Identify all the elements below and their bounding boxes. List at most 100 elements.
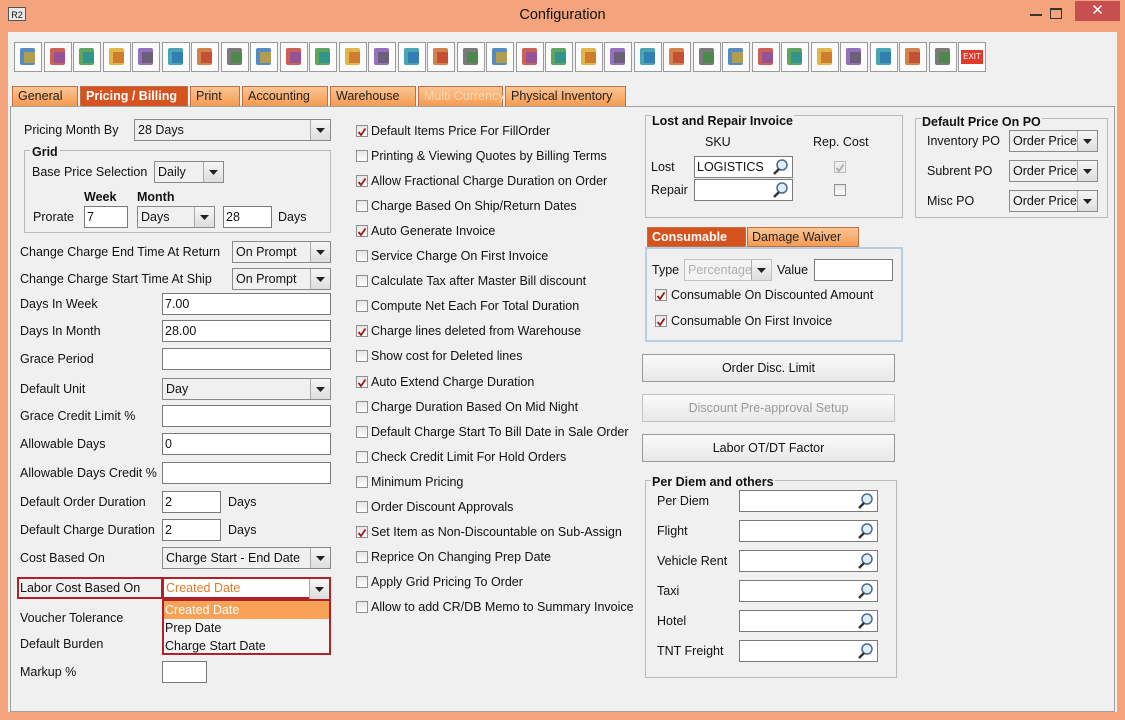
select[interactable]: Days (137, 206, 215, 228)
select[interactable]: On Prompt (232, 268, 331, 290)
toolbar-button[interactable] (397, 42, 426, 72)
search-icon[interactable] (857, 642, 875, 660)
checkbox[interactable] (356, 475, 368, 488)
select[interactable]: On Prompt (232, 241, 331, 263)
search-icon[interactable] (857, 582, 875, 600)
toolbar-button[interactable] (191, 42, 219, 72)
text-input[interactable]: 7.00 (162, 293, 331, 315)
toolbar-button[interactable] (14, 42, 42, 72)
text-input[interactable] (162, 348, 331, 370)
dropdown-option[interactable]: Charge Start Date (165, 639, 266, 653)
text-input[interactable] (739, 520, 878, 542)
search-icon[interactable] (857, 522, 875, 540)
toolbar-button[interactable] (309, 42, 337, 72)
checkbox[interactable] (356, 125, 368, 137)
select[interactable]: 28 Days (134, 119, 331, 141)
dropdown[interactable]: Created Date (162, 577, 331, 599)
toolbar-button[interactable] (899, 42, 927, 72)
select[interactable]: Day (162, 378, 331, 400)
tab[interactable]: Accounting (242, 86, 328, 106)
text-input[interactable]: 2 (162, 519, 221, 541)
text-input[interactable]: 28 (223, 206, 272, 228)
text-input[interactable]: 7 (84, 206, 128, 228)
select[interactable]: Charge Start - End Date (162, 547, 331, 569)
checkbox[interactable] (356, 175, 368, 188)
checkbox[interactable] (834, 184, 846, 196)
search-icon[interactable] (772, 158, 790, 176)
tab[interactable]: Physical Inventory (505, 86, 626, 106)
toolbar-button[interactable] (427, 42, 455, 72)
maximize-button[interactable] (1050, 8, 1062, 19)
checkbox[interactable] (356, 375, 368, 388)
checkbox[interactable] (356, 450, 368, 463)
checkbox[interactable] (356, 425, 368, 438)
toolbar-button[interactable] (456, 42, 485, 72)
tab[interactable]: General (12, 86, 78, 106)
checkbox[interactable] (356, 575, 368, 588)
toolbar-button[interactable] (810, 42, 839, 72)
toolbar-button[interactable] (840, 42, 868, 72)
toolbar-button[interactable] (692, 42, 721, 72)
toolbar-button[interactable] (722, 42, 750, 72)
toolbar-button[interactable] (161, 42, 190, 72)
text-input[interactable] (814, 259, 893, 281)
tab[interactable]: Damage Waiver (747, 227, 859, 247)
toolbar-button[interactable] (338, 42, 367, 72)
dropdown-option[interactable]: Created Date (164, 601, 329, 619)
checkbox[interactable] (356, 500, 368, 513)
toolbar-button[interactable] (633, 42, 662, 72)
text-input[interactable]: 28.00 (162, 320, 331, 342)
checkbox[interactable] (356, 325, 368, 338)
tab[interactable]: Warehouse (330, 86, 416, 106)
select[interactable]: Order Price (1009, 190, 1098, 212)
checkbox[interactable] (356, 300, 368, 313)
select[interactable]: Order Price (1009, 160, 1098, 182)
checkbox[interactable] (356, 225, 368, 238)
checkbox[interactable] (356, 350, 368, 363)
checkbox[interactable] (356, 150, 368, 163)
text-input[interactable] (739, 610, 878, 632)
text-input[interactable]: LOGISTICS (694, 156, 793, 178)
toolbar-button[interactable] (250, 42, 278, 72)
checkbox[interactable] (655, 315, 667, 327)
checkbox[interactable] (356, 400, 368, 413)
checkbox[interactable] (356, 250, 368, 263)
checkbox[interactable] (655, 289, 667, 301)
text-input[interactable]: 0 (162, 433, 331, 455)
toolbar-button[interactable] (574, 42, 603, 72)
toolbar-button[interactable] (869, 42, 898, 72)
toolbar-button[interactable] (781, 42, 809, 72)
toolbar-button[interactable] (928, 42, 957, 72)
toolbar-button[interactable] (279, 42, 308, 72)
button[interactable]: Labor OT/DT Factor (642, 434, 895, 462)
tab[interactable]: Pricing / Billing (80, 86, 188, 106)
toolbar-button[interactable] (220, 42, 249, 72)
select[interactable]: Order Price (1009, 130, 1098, 152)
select[interactable]: Daily (154, 161, 224, 183)
search-icon[interactable] (857, 552, 875, 570)
toolbar-button[interactable] (751, 42, 780, 72)
tab[interactable]: Print (190, 86, 240, 106)
search-icon[interactable] (772, 181, 790, 199)
toolbar-button[interactable] (486, 42, 514, 72)
toolbar-button[interactable] (73, 42, 101, 72)
text-input[interactable] (739, 550, 878, 572)
toolbar-button[interactable]: EXIT (958, 42, 986, 72)
tab[interactable]: Consumable (647, 227, 746, 247)
toolbar-button[interactable] (545, 42, 573, 72)
toolbar-button[interactable] (102, 42, 131, 72)
checkbox[interactable] (356, 200, 368, 213)
text-input[interactable] (694, 179, 793, 201)
text-input[interactable] (739, 580, 878, 602)
text-input[interactable] (739, 640, 878, 662)
checkbox[interactable] (356, 275, 368, 288)
dropdown-option[interactable]: Prep Date (165, 621, 222, 635)
search-icon[interactable] (857, 492, 875, 510)
text-input[interactable] (162, 462, 331, 484)
toolbar-button[interactable] (604, 42, 632, 72)
minimize-button[interactable] (1030, 14, 1042, 16)
text-input[interactable] (739, 490, 878, 512)
checkbox[interactable] (356, 525, 368, 538)
toolbar-button[interactable] (43, 42, 72, 72)
button[interactable]: Order Disc. Limit (642, 354, 895, 382)
